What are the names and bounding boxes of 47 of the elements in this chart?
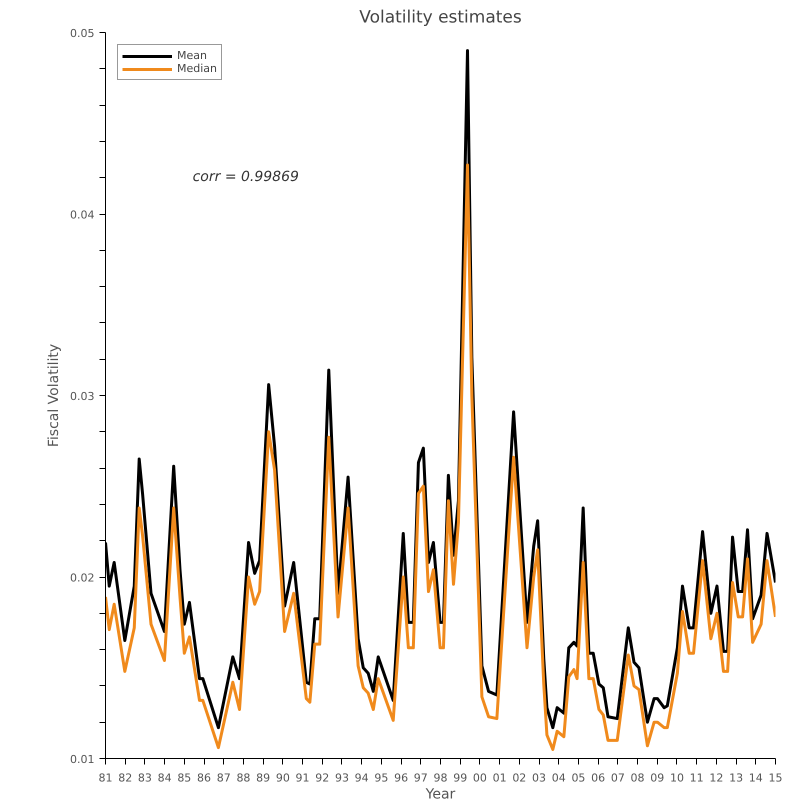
chart-title: Volatility estimates (359, 8, 522, 28)
y-tick-label: 0.05 (70, 27, 95, 40)
x-tick-label: 02 (512, 772, 526, 784)
y-tick-label: 0.03 (70, 390, 95, 403)
x-tick-label: 03 (532, 772, 546, 784)
x-tick-label: 85 (177, 772, 192, 784)
x-tick-label: 91 (296, 772, 310, 784)
x-tick-label: 06 (591, 772, 606, 784)
legend-label: Mean (177, 49, 207, 62)
annotation: corr = 0.99869 (192, 168, 299, 185)
x-tick-label: 83 (138, 772, 152, 784)
x-tick-label: 08 (630, 772, 645, 784)
x-tick-label: 13 (729, 772, 744, 784)
x-tick-label: 87 (216, 772, 231, 784)
x-tick-label: 89 (256, 772, 270, 784)
y-tick-label: 0.02 (70, 572, 95, 584)
x-tick-label: 81 (98, 772, 112, 784)
x-tick-label: 04 (552, 772, 566, 784)
x-tick-label: 10 (670, 772, 684, 784)
x-axis-title: Year (424, 786, 456, 802)
x-tick-label: 00 (472, 772, 487, 784)
x-tick-label: 90 (276, 772, 290, 784)
y-tick-label: 0.01 (70, 753, 95, 766)
x-tick-label: 86 (197, 772, 212, 784)
x-tick-label: 94 (354, 772, 369, 784)
x-tick-label: 97 (414, 772, 428, 784)
x-tick-label: 88 (236, 772, 250, 784)
x-tick-label: 92 (315, 772, 330, 784)
x-tick-label: 84 (158, 772, 172, 784)
x-tick-label: 95 (374, 772, 388, 784)
x-tick-label: 14 (748, 772, 763, 784)
x-tick-label: 98 (434, 772, 448, 784)
legend-label: Median (177, 62, 218, 75)
x-tick-label: 96 (394, 772, 408, 784)
y-tick-label: 0.04 (70, 208, 95, 222)
y-axis-title: Fiscal Volatility (46, 344, 62, 448)
x-tick-label: 99 (453, 772, 468, 784)
x-tick-label: 82 (118, 772, 132, 784)
x-tick-label: 09 (650, 772, 664, 784)
x-tick-label: 93 (334, 772, 349, 784)
x-tick-label: 05 (571, 772, 586, 784)
x-tick-label: 07 (610, 772, 625, 784)
x-tick-label: 15 (768, 772, 782, 784)
line-series (106, 163, 776, 751)
x-tick-label: 01 (492, 772, 507, 784)
x-tick-label: 12 (709, 772, 724, 784)
x-tick-label: 11 (690, 772, 704, 784)
